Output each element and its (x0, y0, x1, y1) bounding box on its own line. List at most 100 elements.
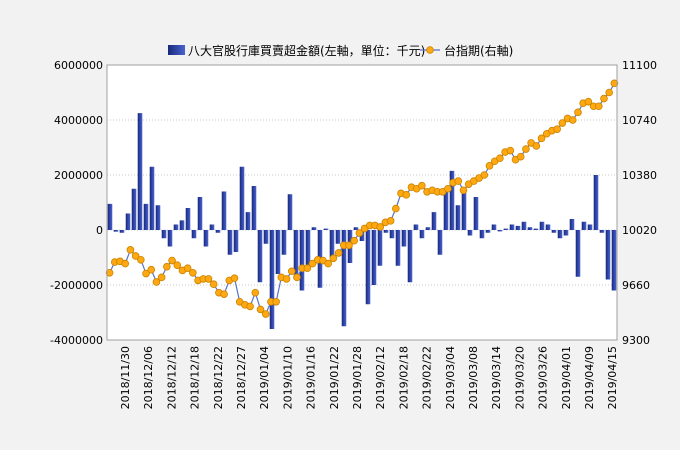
bar (131, 188, 137, 230)
line-point (537, 134, 546, 143)
bar (113, 230, 119, 232)
y-right-tick-label: 10380 (622, 169, 657, 182)
bar (533, 228, 539, 230)
y-left-tick-label: 6000000 (54, 59, 103, 72)
line-point (553, 125, 561, 133)
bar (491, 224, 497, 230)
bar (227, 230, 233, 255)
bar (353, 227, 359, 230)
line-point (334, 249, 343, 257)
line-point (329, 254, 338, 263)
bar (515, 225, 521, 230)
bar (437, 230, 443, 255)
bar (251, 186, 257, 230)
x-tick-label: 2019/03/26 (537, 346, 550, 409)
line-point (303, 264, 312, 272)
bar (293, 230, 299, 274)
bar (383, 230, 389, 233)
bar (341, 230, 347, 327)
bar (305, 230, 311, 266)
bar (281, 230, 287, 255)
bar (239, 166, 245, 230)
bar (257, 230, 263, 283)
bar (269, 230, 275, 329)
y-left-tick-label: -2000000 (50, 279, 103, 292)
line-point (152, 278, 161, 286)
x-tick-label: 2019/02/22 (421, 346, 434, 409)
line-point (293, 273, 301, 282)
bar (137, 113, 143, 230)
bar (413, 224, 419, 230)
x-tick-label: 2019/01/10 (281, 346, 294, 409)
x-tick-label: 2019/04/01 (560, 346, 573, 409)
legend-label: 台指期(右軸) (444, 43, 513, 58)
x-tick-label: 2018/12/27 (235, 346, 248, 409)
bar (485, 230, 491, 233)
bar (203, 230, 209, 247)
line-point (600, 94, 608, 103)
line-point (418, 181, 426, 190)
line-point (584, 97, 593, 106)
line-point (574, 108, 582, 117)
plot-border (106, 64, 618, 341)
bar (389, 230, 395, 239)
bar (575, 230, 581, 277)
line-point (246, 302, 254, 311)
bar (221, 191, 227, 230)
line-point (131, 252, 140, 260)
x-tick-label: 2019/01/04 (258, 346, 271, 409)
line-point (496, 154, 504, 162)
y-right-tick-label: 11100 (622, 59, 657, 72)
y-left-tick-label: -4000000 (50, 334, 103, 347)
bar (539, 221, 545, 230)
x-tick-label: 2018/12/12 (165, 346, 178, 409)
bar (143, 203, 149, 230)
line-point (251, 288, 260, 297)
line-point (516, 152, 525, 161)
bar (587, 224, 593, 230)
x-tick-label: 2019/01/28 (351, 346, 364, 409)
bar (449, 170, 455, 230)
x-tick-label: 2019/03/08 (467, 346, 480, 409)
bar (371, 230, 377, 285)
legend-swatch-bar (168, 45, 185, 55)
line-point (594, 102, 603, 111)
bar (173, 224, 179, 230)
x-tick-label: 2019/02/18 (397, 346, 410, 409)
line-point (355, 229, 364, 237)
line-point (287, 267, 296, 276)
line-point (522, 145, 530, 153)
bar (161, 230, 167, 239)
line-point (610, 79, 619, 88)
bar (407, 230, 413, 283)
x-tick-label: 2019/01/16 (305, 346, 318, 409)
y-right-tick-label: 10740 (622, 114, 657, 127)
bar (479, 230, 485, 239)
bar (503, 228, 509, 230)
line-point (147, 265, 156, 274)
bar (431, 212, 437, 230)
bar (545, 224, 551, 230)
bar (467, 230, 473, 236)
bar (155, 205, 161, 230)
line-point (142, 269, 150, 278)
bar (497, 230, 503, 232)
bar (425, 227, 431, 230)
bar (377, 230, 383, 266)
bar (149, 166, 155, 230)
line-point (256, 305, 265, 314)
line-point (485, 162, 494, 170)
bar (593, 175, 599, 230)
bar (179, 220, 185, 230)
line-point (126, 246, 135, 254)
line-point (272, 298, 280, 306)
line-point (261, 310, 270, 318)
line-point (308, 259, 317, 268)
bar (509, 224, 515, 230)
bar (365, 230, 371, 305)
line-point (454, 177, 463, 185)
x-tick-label: 2018/12/22 (212, 346, 225, 409)
y-left-tick-label: 2000000 (54, 169, 103, 182)
